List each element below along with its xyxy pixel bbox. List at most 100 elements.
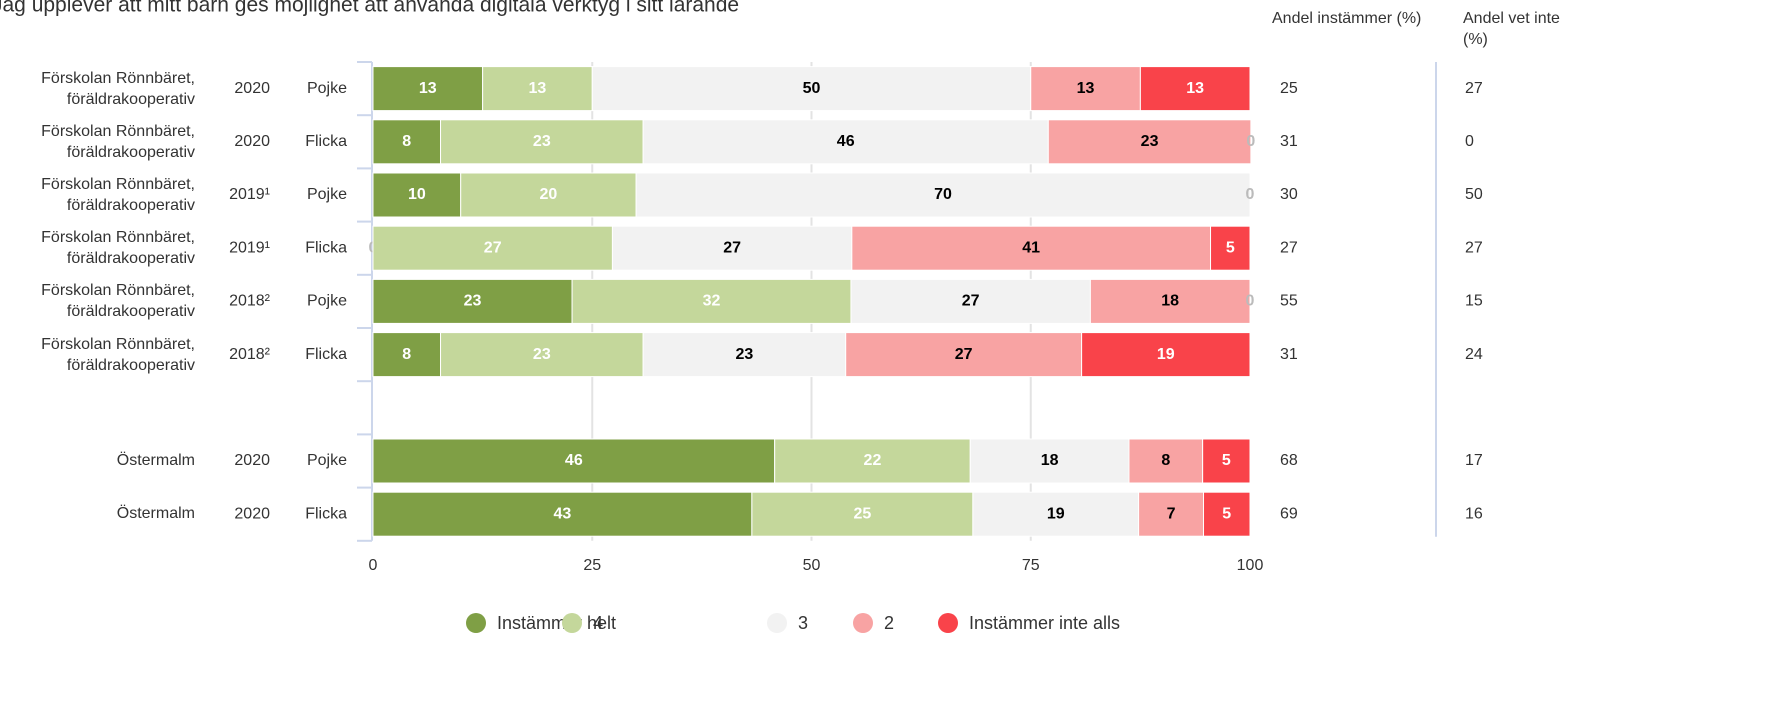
value-label: 46: [837, 133, 855, 150]
gender-label: Pojke: [307, 186, 347, 203]
gender-label: Pojke: [307, 452, 347, 469]
value-label: 19: [1047, 505, 1065, 522]
gender-label: Pojke: [307, 80, 347, 97]
value-label: 23: [464, 293, 482, 310]
column-header: Andel vet inte (%): [1463, 10, 1560, 48]
x-tick-label: 75: [1022, 557, 1040, 574]
column-value: 17: [1465, 452, 1483, 469]
value-label: 18: [1041, 452, 1059, 469]
value-label: 27: [484, 239, 502, 256]
column-value: 27: [1465, 80, 1483, 97]
legend-marker: [938, 613, 958, 633]
bar-segment: [845, 332, 1083, 378]
column-value: 68: [1280, 452, 1298, 469]
value-label: 27: [962, 293, 980, 310]
value-label: 5: [1222, 452, 1231, 469]
bar-segment: [1047, 119, 1252, 165]
bar-segment: [1210, 225, 1251, 271]
year-label: 2019¹: [229, 186, 270, 203]
gender-label: Flicka: [305, 133, 347, 150]
bar-segment: [591, 66, 1032, 112]
value-label: 23: [533, 346, 551, 363]
legend-label: 2: [884, 613, 894, 633]
column-value: 0: [1465, 133, 1474, 150]
value-label: 43: [554, 505, 572, 522]
gender-label: Flicka: [305, 505, 347, 522]
category-label: Förskolan Rönnbäret, föräldrakooperativ: [41, 69, 195, 108]
bar-segment: [972, 491, 1140, 537]
bar-segment: [1081, 332, 1251, 378]
bar-segment: [1030, 66, 1141, 112]
value-label: 13: [529, 80, 547, 97]
column-value: 30: [1280, 186, 1298, 203]
year-label: 2020: [234, 133, 270, 150]
bar-segment: [440, 119, 644, 165]
bar-segment: [642, 332, 847, 378]
bar-segment: [1139, 66, 1251, 112]
value-label: 20: [540, 186, 558, 203]
column-value: 31: [1280, 346, 1298, 363]
year-label: 2020: [234, 80, 270, 97]
category-label: Förskolan Rönnbäret, föräldrakooperativ: [41, 122, 195, 161]
legend-marker: [562, 613, 582, 633]
value-label: 13: [1077, 80, 1095, 97]
value-label: 19: [1157, 346, 1175, 363]
legend-label: 4: [593, 613, 603, 633]
value-label: 18: [1161, 293, 1179, 310]
x-tick-label: 100: [1237, 557, 1264, 574]
value-label: 5: [1222, 505, 1231, 522]
value-label: 27: [955, 346, 973, 363]
bar-segment: [372, 119, 442, 165]
category-label: Östermalm: [116, 452, 195, 469]
value-label: 46: [565, 452, 583, 469]
x-tick-label: 25: [583, 557, 601, 574]
value-label: 32: [703, 293, 721, 310]
value-label: 27: [723, 239, 741, 256]
category-label: Förskolan Rönnbäret, föräldrakooperativ: [41, 176, 195, 214]
bar-segment: [1089, 278, 1251, 324]
value-label: 7: [1167, 505, 1176, 522]
legend-marker: [767, 613, 787, 633]
bar-segment: [440, 332, 644, 378]
bar-segment: [571, 278, 852, 324]
year-label: 2019¹: [229, 239, 270, 256]
bar-segment: [969, 438, 1130, 484]
bar-segment: [1202, 438, 1251, 484]
value-label: 13: [419, 80, 437, 97]
column-value: 69: [1280, 505, 1298, 522]
value-label: 41: [1022, 239, 1040, 256]
value-label: 13: [1186, 80, 1204, 97]
category-label: Östermalm: [116, 505, 195, 523]
value-label: 70: [934, 186, 952, 203]
bar-segment: [372, 438, 776, 484]
gender-label: Flicka: [305, 346, 347, 363]
legend-marker: [466, 613, 486, 633]
column-value: 16: [1465, 505, 1483, 522]
bar-segment: [751, 491, 974, 537]
year-label: 2018²: [229, 346, 271, 363]
column-header: Andel instämmer (%): [1272, 10, 1422, 27]
value-label: 10: [408, 186, 426, 203]
column-value: 15: [1465, 293, 1483, 310]
gender-label: Pojke: [307, 293, 347, 310]
column-value: 50: [1465, 186, 1483, 203]
category-label: Förskolan Rönnbäret, föräldrakooperativ: [41, 229, 195, 268]
legend-label: Instämmer inte alls: [969, 613, 1120, 633]
bar-segment: [372, 172, 462, 218]
bar-segment: [642, 119, 1049, 165]
bar-segment: [850, 278, 1091, 324]
bar-segment: [1138, 491, 1205, 537]
value-label: 22: [864, 452, 882, 469]
column-value: 25: [1280, 80, 1298, 97]
category-label: Förskolan Rönnbäret, föräldrakooperativ: [41, 282, 195, 321]
column-value: 55: [1280, 293, 1298, 310]
year-label: 2020: [234, 505, 270, 522]
value-label: 0: [1246, 186, 1255, 203]
bar-segment: [1203, 491, 1251, 537]
bar-segment: [372, 491, 753, 537]
column-value: 31: [1280, 133, 1298, 150]
value-label: 23: [736, 346, 754, 363]
value-label: 0: [1246, 293, 1255, 310]
x-tick-label: 50: [803, 557, 821, 574]
